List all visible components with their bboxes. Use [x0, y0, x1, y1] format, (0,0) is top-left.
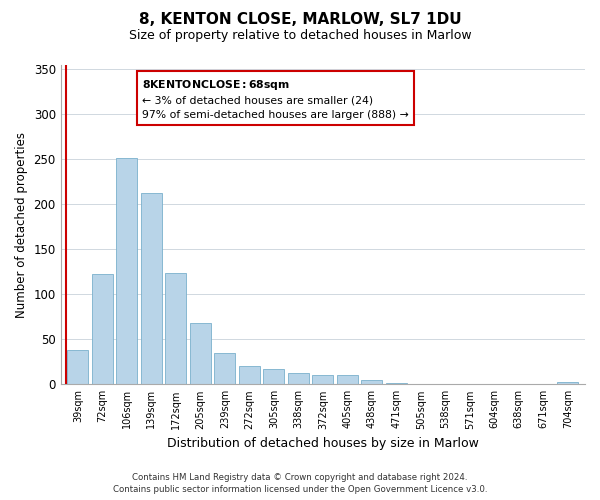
Bar [557, 382, 578, 384]
Bar [263, 369, 284, 384]
Bar [361, 380, 382, 384]
Text: $\mathbf{8 KENTON CLOSE: 68sqm}$
← 3% of detached houses are smaller (24)
97% of: $\mathbf{8 KENTON CLOSE: 68sqm}$ ← 3% of… [142, 78, 409, 120]
Y-axis label: Number of detached properties: Number of detached properties [15, 132, 28, 318]
Bar [166, 273, 186, 384]
Bar [67, 350, 88, 384]
Bar [214, 353, 235, 384]
Bar [288, 372, 309, 384]
Bar [116, 158, 137, 384]
Text: Size of property relative to detached houses in Marlow: Size of property relative to detached ho… [128, 29, 472, 42]
Bar [239, 366, 260, 384]
Bar [313, 376, 333, 384]
Bar [92, 274, 113, 384]
Bar [337, 376, 358, 384]
Text: 8, KENTON CLOSE, MARLOW, SL7 1DU: 8, KENTON CLOSE, MARLOW, SL7 1DU [139, 12, 461, 28]
X-axis label: Distribution of detached houses by size in Marlow: Distribution of detached houses by size … [167, 437, 479, 450]
Text: Contains HM Land Registry data © Crown copyright and database right 2024.
Contai: Contains HM Land Registry data © Crown c… [113, 472, 487, 494]
Bar [141, 192, 162, 384]
Bar [190, 323, 211, 384]
